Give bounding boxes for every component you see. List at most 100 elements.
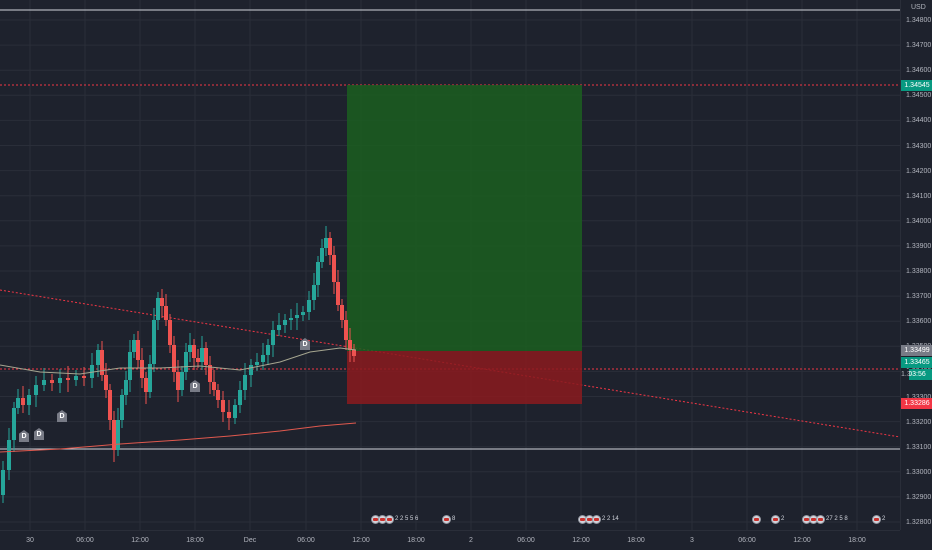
candle-bullish [124, 380, 128, 395]
time-tick-label: 12:00 [793, 537, 811, 544]
candle-bearish [160, 298, 164, 306]
price-tick-label: 1.33000 [906, 468, 932, 476]
candle-bullish [307, 300, 311, 312]
flag-icon [442, 514, 451, 524]
price-tick-label: 1.33100 [906, 443, 932, 451]
long-position-profit-zone[interactable] [347, 85, 582, 351]
candle-bearish [352, 350, 356, 356]
economic-events-group[interactable]: 2 2 14 [578, 513, 619, 525]
economic-events-group[interactable]: 2 [752, 513, 784, 525]
candle-bearish [100, 350, 104, 375]
flag-icon [872, 514, 881, 524]
candle-bullish [96, 350, 100, 365]
candle-bullish [316, 262, 320, 285]
candle-bullish [58, 378, 62, 383]
event-count: 2 [781, 516, 785, 522]
economic-events-group[interactable]: 8 [442, 513, 455, 525]
candle-bullish [156, 298, 160, 320]
price-scale[interactable]: USD 1.34800 1.34700 1.34600 1.34500 1.34400 1… [900, 0, 932, 530]
event-count: 2 2 5 5 6 [395, 516, 419, 522]
dividend-mark[interactable]: D [19, 430, 29, 442]
dividend-mark[interactable]: D [57, 410, 67, 422]
time-tick-label: 18:00 [848, 537, 866, 544]
price-tick-label: 1.34300 [906, 142, 932, 150]
candle-bearish [108, 390, 112, 420]
price-chart[interactable] [0, 0, 900, 530]
flag-icon [816, 514, 825, 524]
flag-icon [752, 514, 761, 524]
dividend-mark[interactable]: D [34, 428, 44, 440]
candle-bullish [283, 320, 287, 325]
price-tick-label: 1.32900 [906, 493, 932, 501]
candle-bullish [312, 285, 316, 300]
candle-bearish [221, 400, 225, 412]
price-tick-label: 1.34400 [906, 117, 932, 125]
candle-bearish [208, 365, 212, 382]
price-tick-label: 1.33900 [906, 242, 932, 250]
economic-events-group[interactable]: 2 2 5 5 6 [371, 513, 418, 525]
candle-bullish [320, 248, 324, 262]
countdown-tag: 03:56 [901, 369, 932, 380]
dividend-mark[interactable]: D [190, 380, 200, 392]
candle-bullish [180, 372, 184, 390]
time-tick-label: 12:00 [572, 537, 590, 544]
candle-bullish [271, 330, 275, 345]
candle-bearish [336, 282, 340, 305]
flag-icon [385, 514, 394, 524]
time-tick-label: 06:00 [297, 537, 315, 544]
candle-bullish [188, 345, 192, 352]
currency-label: USD [911, 4, 926, 11]
price-tick-label: 1.33300 [906, 393, 932, 401]
candle-bullish [120, 395, 124, 420]
time-tick-label: 06:00 [76, 537, 94, 544]
candle-bullish [90, 365, 94, 378]
candle-bearish [66, 378, 70, 380]
candle-bearish [104, 375, 108, 390]
candle-bearish [344, 320, 348, 340]
price-tick-label: 1.34600 [906, 67, 932, 75]
candle-bullish [27, 395, 31, 405]
candle-bullish [295, 315, 299, 318]
candle-bullish [148, 364, 152, 392]
candle-bullish [12, 408, 16, 440]
economic-events-group[interactable]: 2 [872, 513, 885, 525]
long-position-loss-zone[interactable] [347, 351, 582, 404]
candle-bearish [328, 238, 332, 255]
time-tick-label: 18:00 [407, 537, 425, 544]
candle-bullish [289, 318, 293, 320]
time-tick-label: 12:00 [131, 537, 149, 544]
candle-bearish [204, 348, 208, 365]
candle-bearish [212, 382, 216, 390]
price-tick-label: 1.32800 [906, 519, 932, 526]
moving-average-long [0, 422, 357, 453]
stop-price-tag: 1.33286 [901, 398, 932, 409]
economic-events-group[interactable]: 27 2 5 8 [802, 513, 848, 525]
event-count: 8 [452, 516, 456, 522]
candle-bearish [112, 420, 116, 450]
candle-bearish [136, 340, 140, 360]
time-axis[interactable]: 30 06:00 12:00 18:00 Dec 06:00 12:00 18:00 2 06:0… [0, 530, 900, 550]
candle-bearish [140, 360, 144, 378]
candle-bullish [261, 355, 265, 362]
price-tick-label: 1.34700 [906, 42, 932, 50]
candle-bullish [7, 440, 11, 470]
candle-bearish [192, 345, 196, 358]
candle-bearish [82, 376, 86, 378]
candle-bearish [168, 320, 172, 345]
candle-bearish [21, 398, 25, 405]
time-tick-label: 18:00 [186, 537, 204, 544]
time-tick-label: 12:00 [352, 537, 370, 544]
event-count: 2 2 14 [602, 516, 619, 522]
candle-bullish [184, 352, 188, 372]
price-tick-label: 1.34500 [906, 92, 932, 100]
moving-average-short [0, 347, 357, 375]
candlestick-series[interactable] [1, 226, 356, 503]
price-tick-label: 1.34800 [906, 17, 932, 24]
candle-bearish [144, 378, 148, 392]
time-tick-label: 18:00 [627, 537, 645, 544]
price-tick-label: 1.33800 [906, 268, 932, 275]
candle-bearish [340, 305, 344, 320]
flag-icon [592, 514, 601, 524]
dividend-mark[interactable]: D [300, 338, 310, 350]
